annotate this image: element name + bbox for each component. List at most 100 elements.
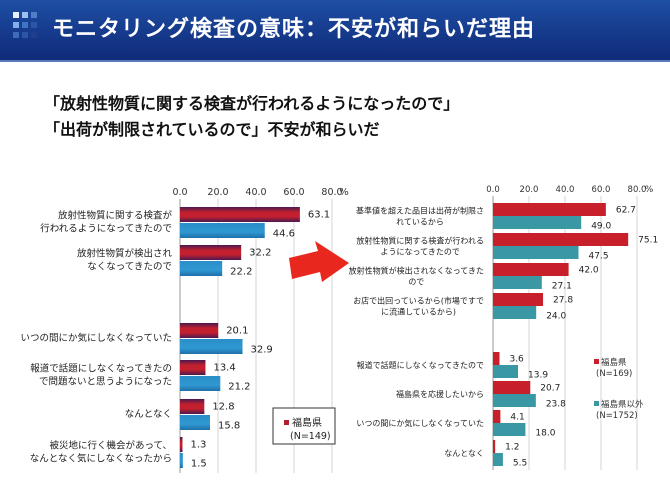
slide-title: モニタリング検査の意味：不安が和らいだ理由 — [52, 17, 536, 42]
x-tick-label: 60.0 — [592, 185, 611, 195]
bar-series-1 — [180, 245, 242, 260]
x-tick-label: 0.0 — [172, 187, 187, 198]
category-label: いつの間にか気にしなくなっていた — [356, 418, 484, 428]
bar-series-2 — [493, 365, 519, 378]
legend-label: 福島県以外 — [601, 399, 644, 410]
bar-series-2 — [493, 423, 526, 436]
data-label: 27.8 — [553, 296, 573, 306]
x-tick-label: 40.0 — [556, 185, 575, 195]
category-label: 報道で話題にしなくなってきたので — [357, 360, 484, 370]
legend-swatch — [594, 359, 599, 364]
bar-series-1 — [180, 323, 219, 338]
data-label: 1.5 — [191, 459, 207, 470]
bar-series-1 — [180, 207, 300, 222]
x-tick-label: 0.0 — [486, 185, 500, 195]
bar-series-2 — [180, 376, 221, 391]
legend-label: 福島県 — [292, 416, 322, 429]
category-label: 放射性物質が検出されなくなってきた — [349, 266, 484, 276]
slide-header: モニタリング検査の意味：不安が和らいだ理由 — [0, 0, 670, 60]
category-label: で問題ないと思うようになった — [39, 377, 172, 388]
category-label: 放射性物質が検出され — [77, 248, 173, 260]
bar-series-2 — [493, 306, 537, 319]
data-label: 27.1 — [552, 282, 572, 292]
category-label: 放射性物質に関する検査が — [58, 210, 173, 222]
bar-series-1 — [180, 399, 205, 414]
bar-series-2 — [493, 246, 579, 259]
data-label: 49.0 — [591, 222, 611, 232]
x-tick-label: 80.0 — [321, 187, 342, 198]
category-label: 被災地に行く機会があって、 — [49, 440, 172, 452]
data-label: 44.6 — [273, 229, 295, 240]
bar-series-1 — [493, 263, 569, 276]
category-label: なんとなく — [444, 449, 484, 458]
category-label: いつの間にか気にしなくなっていた — [20, 332, 172, 344]
category-label: ようになってきたので — [381, 248, 460, 257]
data-label: 24.0 — [546, 312, 566, 322]
data-label: 22.2 — [230, 267, 252, 278]
bar-series-1 — [493, 410, 501, 423]
bar-series-2 — [493, 276, 542, 289]
data-label: 18.0 — [535, 429, 555, 439]
legend-sub-label: (N=149) — [290, 431, 331, 442]
data-label: 5.5 — [513, 459, 527, 469]
x-tick-label: 80.0 — [628, 185, 647, 195]
legend-swatch — [284, 420, 289, 425]
bar-series-2 — [493, 453, 503, 466]
data-label: 32.2 — [249, 248, 271, 259]
legend-sub-label: (N=169) — [596, 369, 632, 379]
bar-series-1 — [493, 233, 629, 246]
x-tick-label: 20.0 — [520, 185, 539, 195]
legend-sub-label: (N=1752) — [596, 411, 638, 421]
bar-series-1 — [493, 381, 531, 394]
data-label: 23.8 — [546, 400, 566, 410]
category-label: 放射性物質に関する検査が行われる — [356, 236, 484, 246]
x-unit-label: % — [645, 185, 654, 195]
data-label: 13.4 — [213, 363, 235, 374]
x-tick-label: 20.0 — [207, 187, 228, 198]
category-label: 行われるようになってきたので — [40, 223, 172, 235]
subtitle-line-2: 「出荷が制限されているので」不安が和らいだ — [44, 120, 380, 139]
x-tick-label: 60.0 — [283, 187, 304, 198]
data-label: 12.8 — [212, 402, 234, 413]
grid-squares-logo-icon — [13, 12, 39, 48]
data-label: 13.9 — [528, 371, 548, 381]
x-tick-label: 40.0 — [245, 187, 266, 198]
category-label: お店で出回っているから(市場ですで — [353, 296, 484, 306]
data-label: 3.6 — [509, 355, 524, 365]
bar-series-2 — [180, 453, 183, 468]
data-label: 75.1 — [638, 236, 658, 246]
bar-series-1 — [493, 440, 496, 453]
category-label: に流通しているから) — [381, 307, 456, 317]
bar-series-2 — [493, 394, 536, 407]
bar-series-2 — [180, 339, 243, 354]
category-label: 基準値を超えた品目は出荷が制限さ — [356, 206, 484, 216]
category-label: 福島県を応援したいから — [396, 389, 484, 399]
bar-series-1 — [493, 293, 544, 306]
bar-series-1 — [493, 352, 500, 365]
data-label: 4.1 — [510, 413, 524, 423]
data-label: 47.5 — [589, 252, 609, 262]
bar-series-1 — [493, 203, 606, 216]
data-label: 20.7 — [540, 384, 560, 394]
bar-series-2 — [493, 216, 582, 229]
bar-series-2 — [180, 415, 211, 430]
category-label: なくなってきたので — [87, 262, 172, 273]
category-label: れているから — [396, 218, 444, 227]
data-label: 32.9 — [251, 345, 273, 356]
subtitle-line-1: 「放射性物質に関する検査が行われるようになったので」 — [44, 94, 460, 113]
data-label: 42.0 — [579, 266, 599, 276]
legend-swatch — [594, 401, 599, 406]
data-label: 21.2 — [228, 382, 250, 393]
data-label: 15.8 — [218, 421, 240, 432]
category-label: なんとなく気にしなくなったから — [30, 453, 172, 465]
data-label: 1.3 — [190, 440, 206, 451]
legend-label: 福島県 — [601, 357, 627, 368]
bar-series-2 — [180, 223, 265, 238]
data-label: 1.2 — [505, 443, 519, 453]
bar-series-1 — [180, 437, 183, 452]
header-divider — [0, 60, 670, 62]
x-unit-label: % — [339, 187, 349, 198]
bar-series-1 — [180, 360, 206, 375]
